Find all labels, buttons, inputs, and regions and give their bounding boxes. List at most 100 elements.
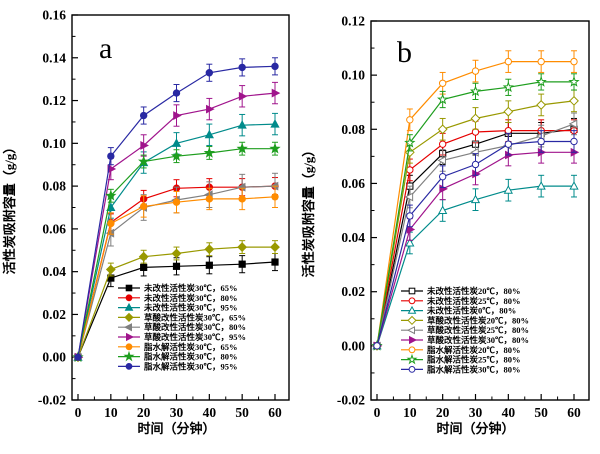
square-marker bbox=[205, 261, 213, 269]
series-circle bbox=[373, 50, 578, 350]
panel-letter: b bbox=[397, 36, 412, 69]
legend-label: 脂水解活性炭30℃，95% bbox=[143, 361, 238, 371]
x-tick-label: 60 bbox=[268, 405, 282, 420]
diamond-marker bbox=[437, 124, 448, 135]
legend-item: 脂水解活性炭20℃，80% bbox=[401, 345, 521, 355]
y-tick-label: 0.12 bbox=[341, 14, 365, 29]
x-tick-label: 50 bbox=[235, 405, 249, 420]
triangle-up-marker bbox=[204, 129, 214, 139]
x-tick-label: 60 bbox=[567, 405, 581, 420]
legend-label: 未改性活性炭25℃，80% bbox=[426, 296, 521, 306]
square-marker bbox=[238, 260, 246, 268]
triangle-up-marker bbox=[407, 305, 417, 314]
circle-marker bbox=[438, 172, 447, 181]
y-tick-label: 0.06 bbox=[341, 176, 365, 191]
circle-marker bbox=[238, 195, 246, 203]
circle-marker bbox=[271, 193, 279, 201]
y-tick-label: -0.02 bbox=[38, 393, 66, 408]
star-marker bbox=[404, 136, 416, 148]
triangle-left-marker bbox=[437, 155, 446, 165]
y-axis-title: 活性炭吸附容量（g/g） bbox=[301, 144, 316, 278]
legend-item: 未改性活性炭30℃，80% bbox=[118, 293, 238, 303]
x-axis-title: 时间（分钟） bbox=[436, 421, 514, 436]
legend-item: 脂水解活性炭30℃，80% bbox=[118, 350, 238, 362]
legend-item: 未改性活性炭20℃，80% bbox=[401, 286, 521, 296]
circle-marker bbox=[139, 202, 148, 211]
panel-b: -0.02 0.00 0.02 0.04 0.06 0.08 0.10 0.12 0 10 20 30… bbox=[301, 14, 590, 436]
triangle-right-marker bbox=[126, 332, 134, 342]
triangle-left-marker bbox=[105, 228, 115, 238]
x-tick-label: 10 bbox=[104, 405, 118, 420]
square-marker bbox=[172, 262, 181, 270]
diamond-marker bbox=[105, 264, 116, 275]
y-tick-label: 0.14 bbox=[42, 50, 66, 65]
legend-label: 草酸改性活性炭30℃，80% bbox=[427, 335, 529, 345]
diamond-marker bbox=[204, 244, 215, 255]
legend-label: 未改性活性炭30℃，65% bbox=[143, 283, 238, 293]
y-tick-label: -0.02 bbox=[337, 393, 365, 408]
circle-marker bbox=[172, 198, 181, 206]
legend-item: 脂水解活性炭30℃，95% bbox=[118, 361, 238, 371]
y-tick-label: 0.08 bbox=[341, 122, 365, 137]
legend-item: 未改性活性炭30℃，65% bbox=[118, 283, 238, 293]
circle-marker bbox=[74, 353, 82, 361]
triangle-right-marker bbox=[271, 88, 281, 98]
star-marker bbox=[406, 353, 418, 365]
x-tick-label: 20 bbox=[436, 405, 450, 420]
triangle-up-marker bbox=[405, 237, 415, 247]
star-marker bbox=[437, 93, 449, 105]
star-marker bbox=[269, 142, 281, 154]
x-tick-label: 0 bbox=[75, 405, 82, 420]
legend-label: 草酸改性活性炭25℃，80% bbox=[427, 325, 529, 335]
legend-item: 草酸改性活性炭30℃，80% bbox=[118, 322, 246, 332]
star-marker bbox=[535, 75, 547, 87]
legend-item: 草酸改性活性炭20℃，80% bbox=[401, 315, 529, 325]
star-marker bbox=[469, 85, 482, 97]
circle-marker bbox=[438, 79, 447, 87]
diamond-marker bbox=[237, 242, 248, 252]
legend: 未改性活性炭20℃，80%未改性活性炭25℃，80%未改性活性炭0℃，80%草酸… bbox=[401, 286, 529, 374]
star-marker bbox=[123, 350, 135, 362]
triangle-right-marker bbox=[439, 184, 448, 194]
legend-label: 草酸改性活性炭30℃，65% bbox=[144, 312, 246, 322]
circle-marker bbox=[373, 342, 381, 350]
triangle-up-marker bbox=[124, 302, 134, 311]
diamond-marker bbox=[536, 100, 547, 110]
legend-label: 草酸改性活性炭30℃，95% bbox=[144, 332, 246, 342]
square-marker bbox=[140, 263, 148, 271]
legend-item: 未改性活性炭30℃，95% bbox=[118, 303, 238, 313]
x-tick-label: 40 bbox=[203, 405, 217, 420]
star-marker bbox=[138, 155, 150, 167]
circle-marker bbox=[107, 219, 115, 228]
star-marker bbox=[170, 150, 183, 161]
x-tick-label: 30 bbox=[170, 405, 184, 420]
y-tick-label: 0.10 bbox=[42, 136, 66, 151]
triangle-up-marker bbox=[470, 194, 481, 204]
y-tick-label: 0.10 bbox=[341, 68, 365, 83]
triangle-left-marker bbox=[124, 323, 132, 332]
diamond-marker bbox=[407, 315, 417, 326]
series-circle bbox=[74, 185, 279, 361]
circle-marker bbox=[570, 137, 578, 146]
legend-item: 草酸改性活性炭30℃，65% bbox=[118, 312, 246, 322]
star-marker bbox=[105, 189, 117, 201]
legend-label: 脂水解活性炭25℃，80% bbox=[426, 355, 521, 365]
triangle-left-marker bbox=[236, 182, 246, 192]
circle-marker bbox=[570, 57, 578, 66]
triangle-right-marker bbox=[173, 111, 182, 120]
y-tick-label: 0.06 bbox=[42, 221, 66, 236]
diamond-marker bbox=[124, 312, 134, 323]
legend-item: 未改性活性炭0℃，80% bbox=[401, 306, 516, 316]
circle-marker bbox=[438, 140, 447, 148]
triangle-right-marker bbox=[472, 169, 481, 179]
square-marker bbox=[125, 284, 133, 292]
diamond-marker bbox=[569, 95, 579, 106]
circle-marker bbox=[537, 137, 545, 146]
legend-item: 草酸改性活性炭25℃，80% bbox=[401, 325, 529, 335]
triangle-left-marker bbox=[404, 192, 414, 202]
legend-item: 脂水解活性炭30℃，80% bbox=[401, 364, 521, 374]
star-marker bbox=[203, 147, 215, 158]
legend-label: 草酸改性活性炭20℃，80% bbox=[427, 315, 529, 325]
series-diamond bbox=[73, 240, 280, 363]
